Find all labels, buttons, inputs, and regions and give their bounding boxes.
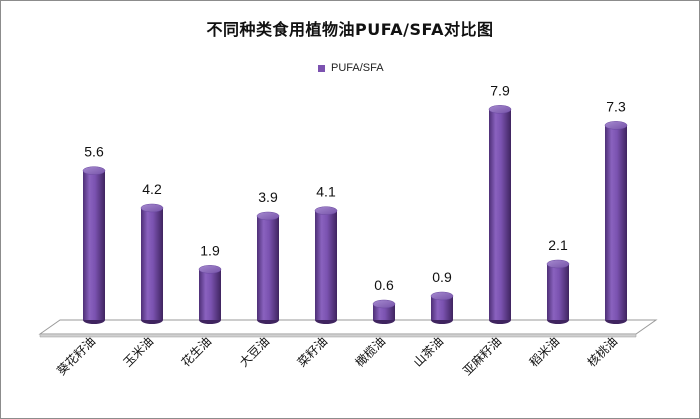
bar-body xyxy=(431,296,453,320)
bar-cap xyxy=(430,291,454,301)
bar-cap xyxy=(488,105,512,114)
bar xyxy=(256,211,280,324)
category-label: 大豆油 xyxy=(237,334,272,369)
data-label: 5.6 xyxy=(84,144,104,160)
bar-body xyxy=(373,304,395,320)
category-label: 橄榄油 xyxy=(352,334,388,370)
data-label: 4.1 xyxy=(316,184,336,200)
value-labels-group: 5.6 4.2 1.9 3.9 4.1 0.6 0.9 7.9 2.1 7.3 xyxy=(84,82,626,293)
bar-cap xyxy=(314,206,338,215)
category-label: 花生油 xyxy=(178,334,214,370)
legend-label: PUFA/SFA xyxy=(331,62,384,74)
bar xyxy=(314,206,338,324)
category-label: 亚麻籽油 xyxy=(460,334,505,379)
bar xyxy=(604,121,628,324)
bar xyxy=(140,203,164,324)
bar-body xyxy=(315,210,337,320)
bar xyxy=(372,299,396,324)
data-label: 4.2 xyxy=(142,181,162,197)
bar-cap xyxy=(140,203,164,213)
category-label: 核桃油 xyxy=(584,334,620,370)
bar xyxy=(430,291,454,324)
bar-body xyxy=(83,170,105,320)
bar-cap xyxy=(198,265,222,274)
bar-cap xyxy=(546,259,570,269)
data-label: 0.9 xyxy=(432,269,452,285)
data-label: 7.9 xyxy=(490,82,510,98)
category-label: 葵花籽油 xyxy=(54,334,99,379)
bar-cap xyxy=(372,299,396,309)
bar-body xyxy=(489,109,511,320)
legend: PUFA/SFA xyxy=(318,61,384,75)
bar-cap xyxy=(604,121,628,130)
category-label: 玉米油 xyxy=(121,334,156,369)
data-label: 2.1 xyxy=(548,237,568,253)
bar-body xyxy=(605,125,627,320)
bar xyxy=(198,265,222,324)
legend-swatch xyxy=(318,64,325,72)
category-labels-group: 葵花籽油 玉米油 花生油 大豆油 菜籽油 橄榄油 山茶油 亚麻籽油 稻米油 核桃油 xyxy=(54,334,621,379)
bar-body xyxy=(141,208,163,320)
bar-body xyxy=(547,264,569,320)
data-label: 1.9 xyxy=(200,242,220,258)
bar xyxy=(546,259,570,324)
chart-title: 不同种类食用植物油PUFA/SFA对比图 xyxy=(206,20,494,39)
bar-body xyxy=(199,269,221,320)
category-label: 稻米油 xyxy=(527,334,562,369)
data-label: 0.6 xyxy=(374,277,394,293)
data-label: 7.3 xyxy=(606,98,626,114)
bars-group xyxy=(82,105,628,324)
bar-cap xyxy=(256,211,280,221)
data-label: 3.9 xyxy=(258,189,278,205)
bar-body xyxy=(257,216,279,320)
floor-edge xyxy=(39,333,637,338)
bar xyxy=(488,105,512,324)
bar xyxy=(82,166,106,324)
category-label: 山茶油 xyxy=(410,334,446,370)
category-label: 菜籽油 xyxy=(295,334,330,369)
bar-cap xyxy=(82,166,106,175)
